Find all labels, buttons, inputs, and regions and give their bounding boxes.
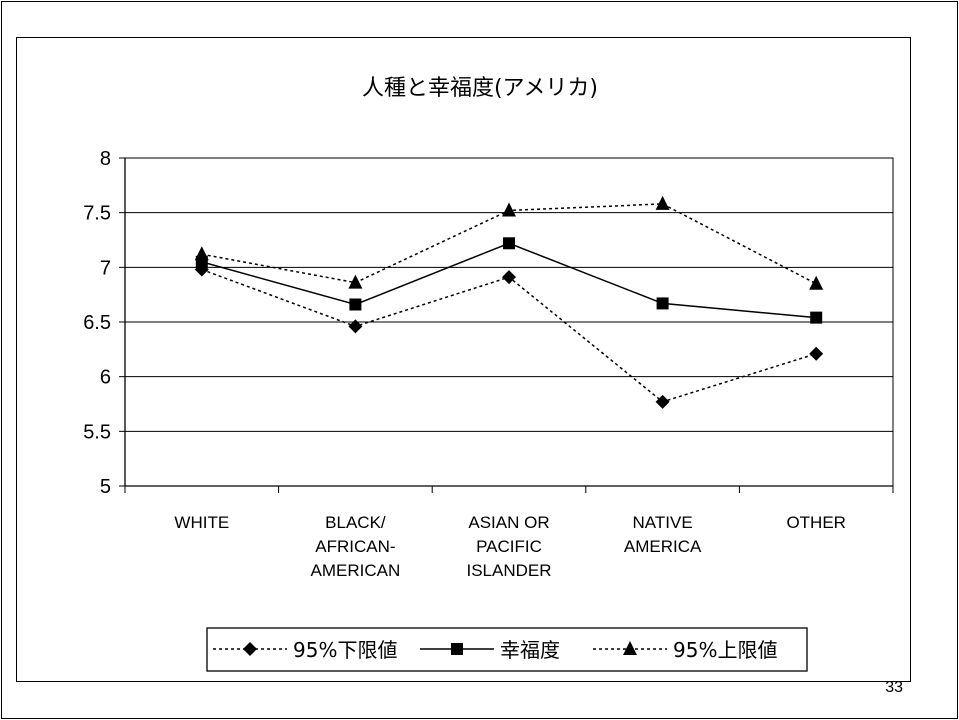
- y-tick-label: 5: [100, 476, 111, 498]
- series-line: [201, 268, 817, 403]
- triangle-marker-point: [502, 202, 516, 217]
- legend-label: 95%上限値: [673, 638, 777, 662]
- y-tick-label: 6: [100, 367, 111, 389]
- x-category-label: WHITE: [174, 513, 229, 532]
- diamond-marker-point: [348, 319, 363, 334]
- page-number: 33: [885, 679, 903, 696]
- chart-title: 人種と幸福度(アメリカ): [362, 76, 598, 101]
- diamond-marker-legend: [243, 642, 257, 656]
- legend-label: 95%下限値: [293, 638, 397, 662]
- x-category-label: BLACK/AFRICAN-AMERICAN: [311, 513, 401, 580]
- x-axis-ticks: WHITE BLACK/AFRICAN-AMERICAN ASIAN OR PACIF…: [124, 486, 894, 580]
- y-axis-ticks: 5 5.5 6 6.5 7 7.5 8: [83, 148, 125, 498]
- square-marker-point: [656, 297, 669, 310]
- series-diamond: [194, 262, 824, 409]
- square-marker-legend: [451, 643, 463, 655]
- diamond-marker-point: [655, 394, 670, 409]
- square-marker-point: [503, 237, 515, 250]
- y-tick-label: 6.5: [83, 312, 111, 334]
- chart-area: [16, 37, 911, 682]
- legend-label: 幸福度: [500, 638, 560, 662]
- square-marker-point: [349, 298, 362, 311]
- square-marker-point: [810, 311, 823, 324]
- y-tick-label: 8: [100, 148, 111, 170]
- data-series: [194, 195, 824, 409]
- legend: 95%下限値 幸福度 95%上限値: [206, 627, 808, 672]
- y-tick-label: 5.5: [83, 421, 111, 443]
- legend-item: 95%下限値: [213, 638, 397, 662]
- legend-box: [206, 627, 808, 672]
- y-tick-label: 7.5: [83, 203, 111, 225]
- x-category-label: NATIVE AMERICA: [624, 513, 702, 556]
- diamond-marker-point: [809, 346, 824, 361]
- triangle-marker-point: [655, 195, 670, 210]
- triangle-marker-point: [348, 274, 363, 289]
- series-triangle: [194, 195, 824, 290]
- legend-item: 幸福度: [420, 638, 560, 662]
- triangle-marker-point: [809, 275, 824, 290]
- triangle-marker-point: [194, 246, 209, 261]
- x-category-label: ASIAN OR PACIFIC ISLANDER: [466, 513, 551, 580]
- diamond-marker-point: [502, 270, 516, 285]
- triangle-marker-legend: [623, 641, 637, 655]
- legend-item: 95%上限値: [593, 638, 777, 662]
- x-category-label: OTHER: [786, 513, 846, 532]
- y-tick-label: 7: [100, 257, 111, 279]
